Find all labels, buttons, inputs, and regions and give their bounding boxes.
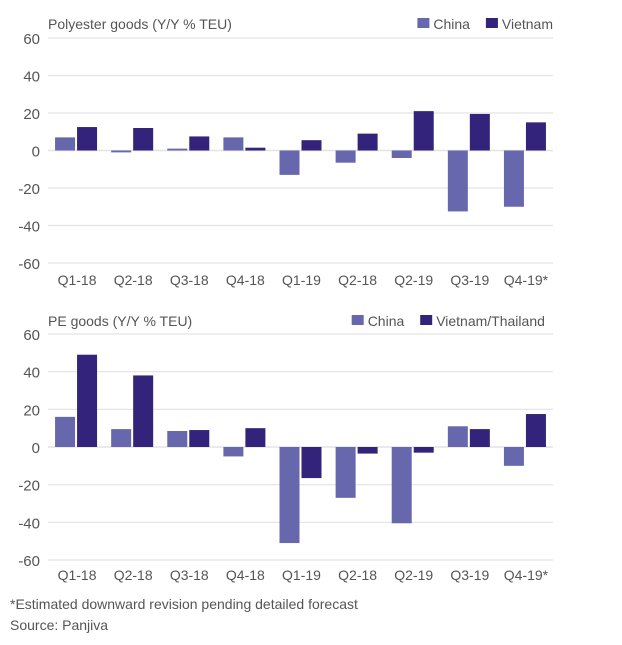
bar-vietnam-thailand-q118	[77, 354, 98, 447]
bar-vietnam-q318	[189, 136, 210, 151]
bar-vietnam-thailand-q218	[357, 447, 378, 454]
bar-vietnam-thailand-q318	[189, 430, 210, 447]
y-tick-label: 40	[23, 69, 40, 86]
legend-label: Vietnam	[502, 16, 553, 32]
x-tick-label: Q3-18	[170, 567, 209, 583]
bar-vietnam-q218	[357, 133, 378, 151]
estimate-footnote: *Estimated downward revision pending det…	[10, 596, 358, 612]
bar-vietnam-q219	[413, 111, 434, 151]
pe-goods-chart-svg: PE goods (Y/Y % TEU) 60 40 20 0 -20 -40 -60 Q1-1…	[18, 313, 553, 583]
bar-china-q419	[503, 150, 524, 207]
legend-swatch	[420, 315, 433, 325]
x-tick-label: Q1-19	[282, 272, 321, 288]
y-tick-label: 0	[32, 144, 40, 161]
bar-china-q319	[447, 150, 468, 212]
bar-china-q218	[111, 150, 132, 153]
source-footnote: Source: Panjiva	[10, 617, 109, 633]
bar-china-q219	[391, 447, 412, 524]
x-tick-label: Q2-18	[338, 272, 377, 288]
legend-label: China	[368, 313, 405, 329]
bar-china-q318	[167, 148, 188, 151]
x-tick-label: Q1-18	[58, 567, 97, 583]
bar-china-q419	[503, 447, 524, 466]
x-tick-label: Q4-19*	[504, 272, 549, 288]
y-tick-label: 0	[32, 440, 40, 457]
legend-swatch	[417, 18, 430, 28]
polyester-goods-chart: Polyester goods (Y/Y % TEU) 60 40 20 0 -20 -40…	[0, 0, 622, 300]
y-tick-label: 20	[23, 402, 40, 419]
y-tick-label: 40	[23, 365, 40, 382]
y-tick-label: -60	[18, 256, 40, 273]
x-tick-label: Q1-18	[58, 272, 97, 288]
bar-china-q218	[111, 429, 132, 447]
x-tick-label: Q3-19	[450, 272, 489, 288]
x-tick-label: Q2-19	[394, 272, 433, 288]
bar-china-q218	[335, 447, 356, 498]
bar-vietnam-thailand-q319	[469, 429, 490, 447]
x-tick-label: Q3-19	[450, 567, 489, 583]
legend-swatch	[351, 315, 364, 325]
legend: Vietnam/Thailand China	[351, 313, 545, 329]
legend-label: China	[433, 16, 470, 32]
bar-vietnam-q319	[469, 113, 490, 151]
bar-china-q118	[55, 416, 76, 447]
pe-goods-chart: PE goods (Y/Y % TEU) 60 40 20 0 -20 -40 -60 Q1-1…	[0, 300, 622, 590]
bar-vietnam-q118	[77, 127, 98, 151]
bar-vietnam-thailand-q419	[525, 414, 546, 447]
x-tick-label: Q4-18	[226, 567, 265, 583]
bar-vietnam-thailand-q218	[133, 375, 154, 447]
chart-title: Polyester goods (Y/Y % TEU)	[48, 16, 232, 32]
bar-china-q118	[55, 137, 76, 151]
y-tick-label: 60	[23, 327, 40, 344]
chart-title: PE goods (Y/Y % TEU)	[48, 313, 192, 329]
y-tick-label: 20	[23, 106, 40, 123]
legend-label: Vietnam/Thailand	[436, 313, 545, 329]
x-tick-label: Q4-19*	[504, 567, 549, 583]
bar-china-q219	[391, 150, 412, 158]
bar-vietnam-q419	[525, 122, 546, 151]
bar-china-q318	[167, 430, 188, 447]
bar-china-q418	[223, 137, 244, 151]
x-tick-label: Q3-18	[170, 272, 209, 288]
bar-vietnam-thailand-q219	[413, 447, 434, 453]
y-tick-label: -40	[18, 219, 40, 236]
bar-vietnam-q119	[301, 140, 322, 151]
bar-china-q218	[335, 150, 356, 163]
legend: Vietnam China	[417, 16, 553, 32]
x-tick-label: Q2-19	[394, 567, 433, 583]
x-tick-label: Q4-18	[226, 272, 265, 288]
y-tick-label: -20	[18, 478, 40, 495]
bar-vietnam-thailand-q119	[301, 447, 322, 479]
x-tick-label: Q2-18	[114, 272, 153, 288]
bar-vietnam-q418	[245, 147, 266, 151]
x-tick-label: Q2-18	[338, 567, 377, 583]
y-tick-label: -20	[18, 181, 40, 198]
y-tick-label: -60	[18, 553, 40, 570]
bar-china-q319	[447, 426, 468, 447]
legend-swatch	[485, 18, 498, 28]
bar-vietnam-thailand-q418	[245, 428, 266, 447]
x-tick-label: Q1-19	[282, 567, 321, 583]
bar-vietnam-q218	[133, 128, 154, 151]
polyester-goods-chart-svg: Polyester goods (Y/Y % TEU) 60 40 20 0 -20 -40…	[18, 16, 553, 288]
y-tick-label: 60	[23, 31, 40, 48]
bar-china-q119	[279, 447, 300, 544]
y-tick-label: -40	[18, 515, 40, 532]
x-tick-label: Q2-18	[114, 567, 153, 583]
bar-china-q119	[279, 150, 300, 175]
bar-china-q418	[223, 447, 244, 457]
